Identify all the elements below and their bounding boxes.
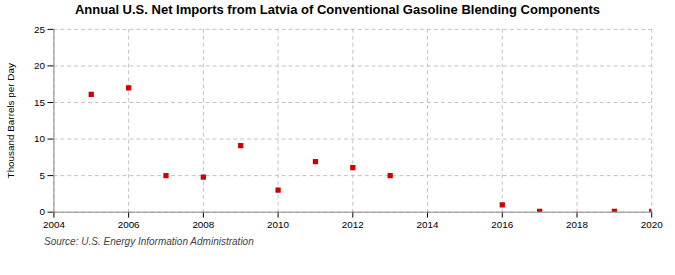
svg-text:2008: 2008 — [192, 219, 214, 230]
svg-text:2018: 2018 — [566, 219, 588, 230]
html-text:Source: U.S. Energy Informatio: Source: U.S. Energy Information Administ… — [44, 236, 254, 248]
svg-text:2014: 2014 — [417, 219, 439, 230]
svg-text:2020: 2020 — [641, 219, 663, 230]
svg-text:15: 15 — [34, 97, 45, 108]
svg-text:20: 20 — [34, 60, 45, 71]
svg-text:2016: 2016 — [491, 219, 513, 230]
svg-text:2004: 2004 — [43, 219, 65, 230]
svg-text:0: 0 — [40, 206, 46, 217]
svg-text:5: 5 — [40, 170, 46, 181]
svg-text:2010: 2010 — [267, 219, 289, 230]
svg-text:Thousand Barrels per Day: Thousand Barrels per Day — [5, 63, 16, 178]
svg-text:10: 10 — [34, 133, 45, 144]
svg-text:2012: 2012 — [342, 219, 364, 230]
html-text:Annual U.S. Net Imports from L: Annual U.S. Net Imports from Latvia of C… — [75, 2, 600, 17]
svg-text:2006: 2006 — [118, 219, 140, 230]
svg-text:25: 25 — [34, 24, 45, 35]
